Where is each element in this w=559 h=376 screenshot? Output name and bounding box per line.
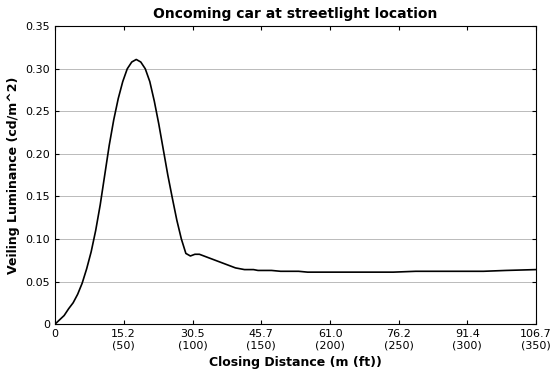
X-axis label: Closing Distance (m (ft)): Closing Distance (m (ft)) xyxy=(209,356,382,369)
Title: Oncoming car at streetlight location: Oncoming car at streetlight location xyxy=(154,7,438,21)
Y-axis label: Veiling Luminance (cd/m^2): Veiling Luminance (cd/m^2) xyxy=(7,76,20,274)
